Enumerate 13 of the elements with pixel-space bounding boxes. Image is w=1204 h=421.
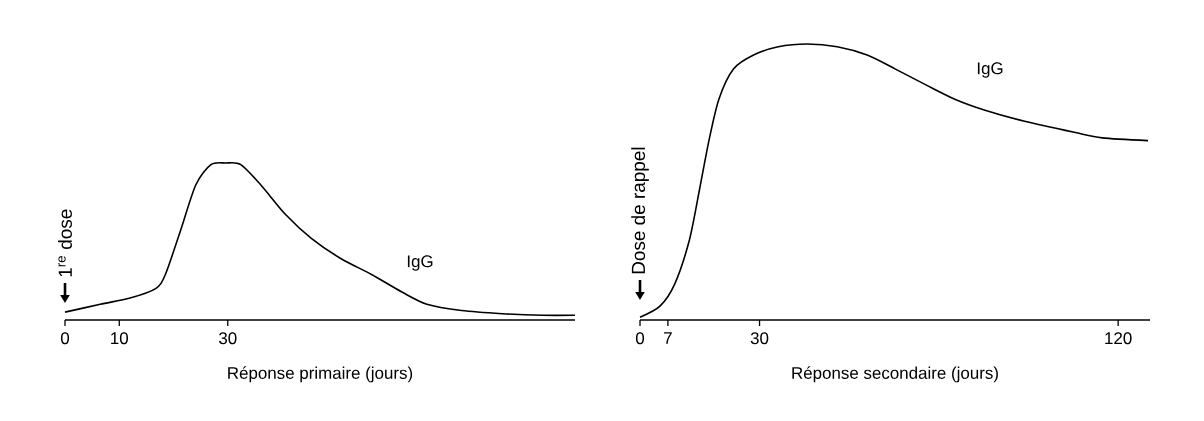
x-tick-label: 30 [750, 332, 769, 345]
x-axis-title: Réponse primaire (jours) [228, 366, 413, 383]
annotation: IgG [977, 62, 1003, 78]
annotation: 1$^{re}$ dose [58, 209, 72, 277]
x-tick-label: 10 [111, 332, 129, 345]
annotation: Dose de rappel [631, 147, 649, 274]
x-tick-label: 120 [1105, 332, 1132, 345]
annotation: IgG [407, 255, 433, 271]
x-tick-label: 0 [635, 332, 645, 345]
x-tick-label: 0 [60, 332, 70, 345]
x-axis-title: Réponse secondaire (jours) [792, 366, 998, 383]
x-tick-label: 7 [664, 332, 672, 344]
x-tick-label: 30 [218, 332, 237, 345]
